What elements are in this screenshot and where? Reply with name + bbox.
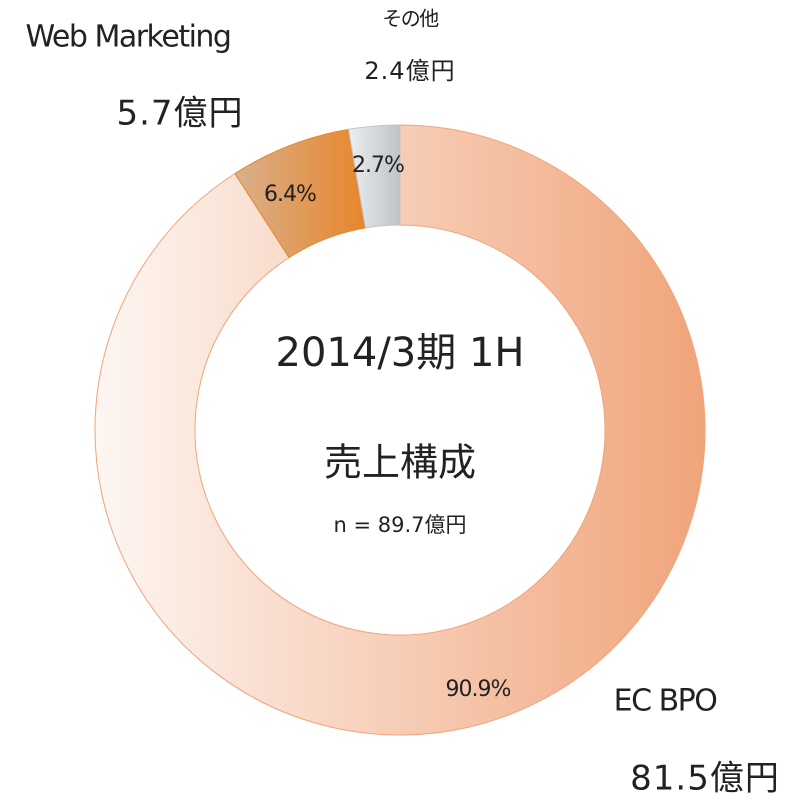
- center-title: 2014/3期 1H: [276, 330, 525, 376]
- amount-label: 81.5億円: [630, 759, 780, 799]
- value-label: 6.4%: [264, 182, 316, 207]
- amount-label: 2.4億円: [364, 57, 455, 85]
- donut-segment: [94, 124, 706, 736]
- category-label: EC BPO: [614, 684, 717, 719]
- category-label: その他: [382, 7, 439, 31]
- amount-label: 5.7億円: [116, 94, 243, 134]
- center-subtitle: 売上構成: [324, 441, 476, 485]
- center-note: n = 89.7億円: [333, 513, 466, 537]
- donut-segment: [347, 124, 401, 229]
- category-label: Web Marketing: [26, 20, 231, 55]
- value-label: 2.7%: [352, 153, 404, 178]
- value-label: 90.9%: [446, 677, 511, 702]
